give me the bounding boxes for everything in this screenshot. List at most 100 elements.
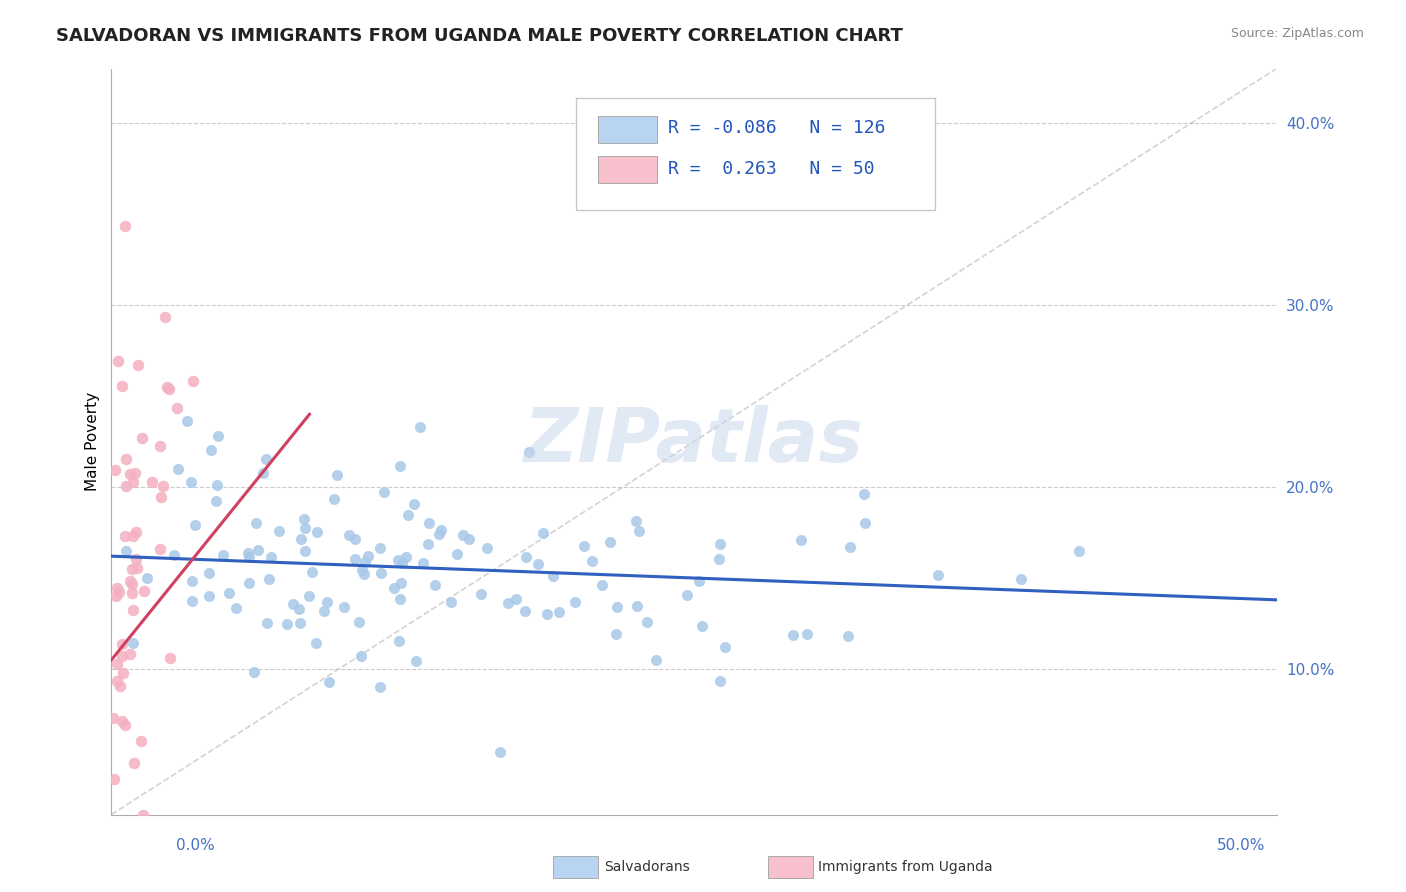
Point — [114, 451, 136, 466]
Point — [382, 582, 405, 596]
Point — [159, 650, 181, 665]
Point — [323, 492, 346, 507]
Point — [837, 630, 859, 644]
Point — [789, 533, 811, 547]
Point — [135, 571, 157, 585]
Point — [124, 467, 146, 481]
Point — [104, 463, 127, 477]
Point — [212, 549, 235, 563]
Point — [108, 679, 131, 693]
Point — [370, 566, 392, 581]
Point — [115, 544, 138, 558]
Point — [245, 516, 267, 530]
Point — [373, 485, 395, 500]
Point — [446, 547, 468, 561]
Point — [391, 556, 413, 570]
Point — [152, 479, 174, 493]
Point — [252, 466, 274, 480]
Point — [389, 458, 412, 473]
Point — [181, 593, 204, 607]
Point — [343, 532, 366, 546]
Point — [281, 597, 304, 611]
Point — [527, 557, 550, 571]
Point — [105, 674, 128, 689]
Point — [122, 756, 145, 770]
Point — [121, 577, 143, 591]
Point — [409, 419, 432, 434]
Point — [207, 429, 229, 443]
Point — [256, 615, 278, 630]
Point — [111, 636, 134, 650]
Point — [156, 380, 179, 394]
Point — [200, 443, 222, 458]
Text: Salvadorans: Salvadorans — [605, 860, 690, 874]
Point — [356, 549, 378, 563]
Point — [405, 654, 427, 668]
Text: SALVADORAN VS IMMIGRANTS FROM UGANDA MALE POVERTY CORRELATION CHART: SALVADORAN VS IMMIGRANTS FROM UGANDA MAL… — [56, 27, 903, 45]
Point — [301, 565, 323, 579]
Point — [238, 575, 260, 590]
Point — [107, 353, 129, 368]
Point — [260, 549, 283, 564]
Point — [149, 439, 172, 453]
Point — [180, 475, 202, 490]
Point — [505, 591, 527, 606]
Point — [605, 626, 627, 640]
Point — [387, 553, 409, 567]
Point — [838, 541, 860, 555]
Point — [368, 541, 391, 555]
Point — [287, 602, 309, 616]
Point — [166, 401, 188, 416]
Point — [599, 535, 621, 549]
Point — [418, 537, 440, 551]
Point — [353, 555, 375, 569]
Point — [294, 543, 316, 558]
Point — [427, 527, 450, 541]
Point — [626, 599, 648, 614]
Point — [690, 619, 713, 633]
Point — [181, 574, 204, 589]
Point — [628, 524, 651, 539]
Point — [709, 537, 731, 551]
Point — [105, 657, 128, 672]
Point — [246, 542, 269, 557]
Point — [389, 575, 412, 590]
Point — [343, 552, 366, 566]
Text: Source: ZipAtlas.com: Source: ZipAtlas.com — [1230, 27, 1364, 40]
Point — [676, 588, 699, 602]
Point — [316, 595, 339, 609]
Point — [105, 589, 128, 603]
Point — [163, 549, 186, 563]
Point — [606, 599, 628, 614]
Point — [205, 478, 228, 492]
Point — [118, 648, 141, 662]
Point — [536, 607, 558, 622]
Point — [294, 521, 316, 535]
Point — [349, 615, 371, 629]
Point — [1010, 572, 1032, 586]
Point — [572, 539, 595, 553]
Point — [127, 561, 149, 575]
Point — [288, 616, 311, 631]
Point — [581, 553, 603, 567]
Point — [332, 599, 354, 614]
Point — [513, 604, 536, 618]
Point — [636, 615, 658, 629]
Point — [318, 674, 340, 689]
Point — [243, 665, 266, 679]
Point — [412, 557, 434, 571]
Point — [205, 494, 228, 508]
Point — [167, 462, 190, 476]
Point — [111, 714, 134, 728]
Point — [1067, 544, 1090, 558]
Point — [111, 649, 134, 664]
Point — [591, 578, 613, 592]
Point — [496, 596, 519, 610]
Point — [120, 467, 142, 482]
Point — [624, 514, 647, 528]
Point — [121, 561, 143, 575]
Point — [541, 568, 564, 582]
Point — [388, 634, 411, 648]
Point — [122, 475, 145, 489]
Point — [111, 666, 134, 681]
